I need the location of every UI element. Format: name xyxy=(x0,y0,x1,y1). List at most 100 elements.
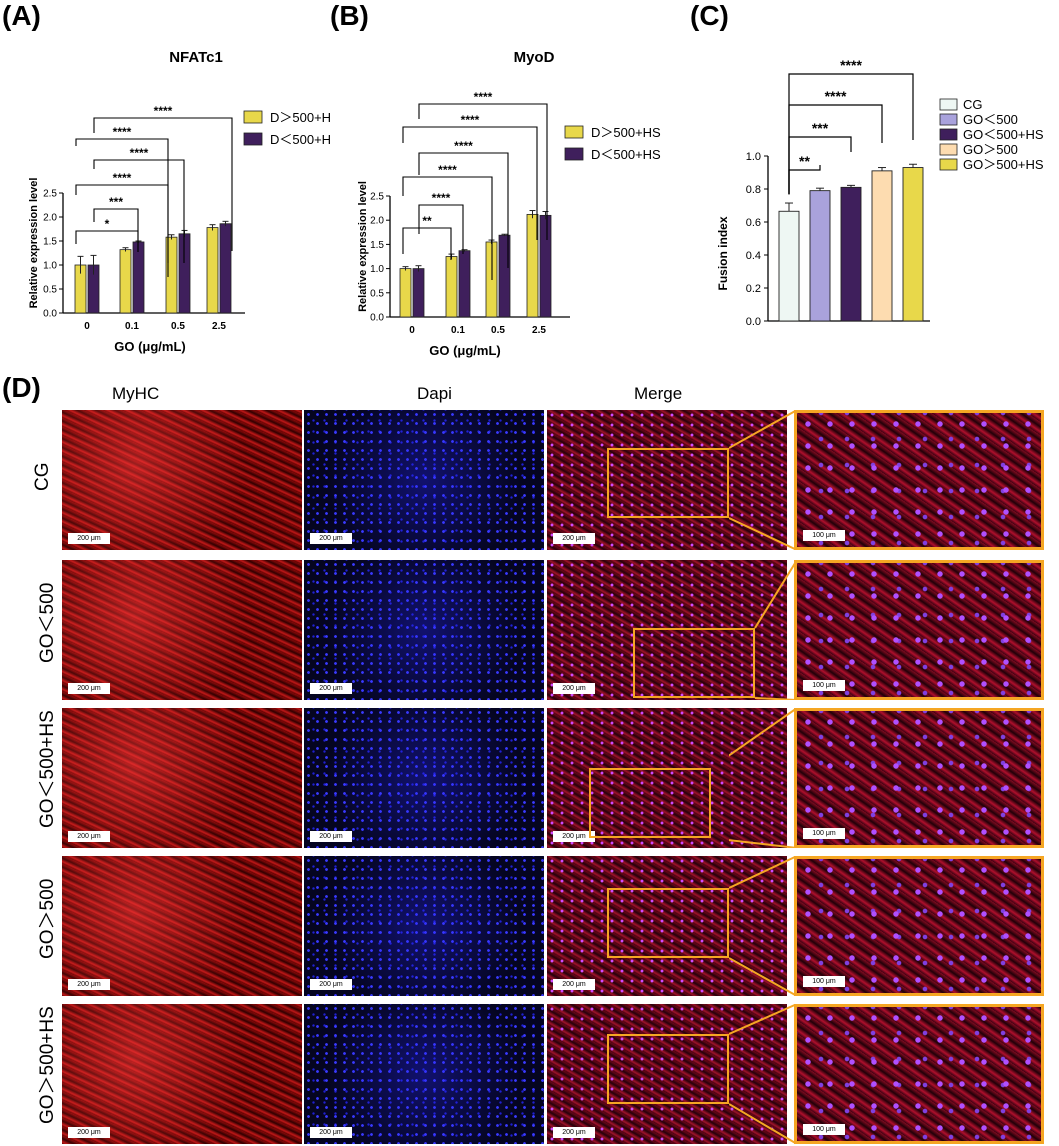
y-tick-label: 0.0 xyxy=(746,316,761,328)
scale-bar: 200 μm xyxy=(68,1127,110,1138)
x-tick-label: 0.1 xyxy=(451,325,465,336)
scale-bar: 200 μm xyxy=(553,1127,595,1138)
chart-title: MyoD xyxy=(514,49,555,66)
significance-bracket xyxy=(93,117,233,251)
micrograph-image: 200 μm xyxy=(304,410,544,550)
row-label: GO＞500 xyxy=(37,878,58,959)
significance-label: **** xyxy=(113,171,132,185)
y-tick-label: 1.0 xyxy=(370,264,384,275)
significance-label: **** xyxy=(154,104,173,118)
y-tick-label: 0.2 xyxy=(746,283,761,295)
significance-bracket xyxy=(788,165,821,195)
micrograph-image: 200 μm xyxy=(304,856,544,996)
significance-bracket xyxy=(402,227,452,260)
legend-swatch xyxy=(939,158,958,171)
panel-letter-c: (C) xyxy=(690,0,729,31)
chart-title: NFATc1 xyxy=(169,49,223,66)
scale-bar: 200 μm xyxy=(68,979,110,990)
zoom-connector xyxy=(729,1004,798,1144)
zoom-image: 100 μm xyxy=(794,410,1044,550)
significance-bracket xyxy=(93,208,139,252)
x-tick-label: 0 xyxy=(84,321,90,332)
micrograph-image: 200 μm xyxy=(547,560,787,700)
scale-bar: 200 μm xyxy=(553,683,595,694)
scale-bar: 200 μm xyxy=(553,979,595,990)
significance-bracket xyxy=(418,204,464,254)
bar xyxy=(119,249,132,314)
significance-label: **** xyxy=(825,88,847,104)
bar xyxy=(539,214,552,318)
y-tick-label: 0.4 xyxy=(746,250,761,262)
scale-bar: 200 μm xyxy=(553,533,595,544)
zoom-connector xyxy=(729,708,798,848)
y-tick-label: 1.5 xyxy=(370,240,384,251)
scale-bar: 100 μm xyxy=(803,1124,845,1135)
y-tick-label: 2.0 xyxy=(43,213,57,224)
significance-bracket xyxy=(402,176,493,280)
zoom-image: 100 μm xyxy=(794,1004,1044,1144)
significance-label: ** xyxy=(799,153,810,169)
significance-label: ** xyxy=(422,214,432,228)
x-axis-label: GO (μg/mL) xyxy=(114,339,186,354)
bar xyxy=(526,213,539,318)
legend-swatch xyxy=(564,147,584,161)
micrograph-image: 200 μm xyxy=(62,1004,302,1144)
legend-swatch xyxy=(564,125,584,139)
micrograph-row: 200 μm 200 μm 200 μm 100 μm xyxy=(62,410,1044,550)
micrograph-image: 200 μm xyxy=(304,560,544,700)
row-label: CG xyxy=(32,462,53,492)
micrograph-image: 200 μm xyxy=(62,708,302,848)
bar xyxy=(840,186,862,322)
legend-label: GO＞500+HS xyxy=(963,157,1044,172)
scale-bar: 100 μm xyxy=(803,976,845,987)
legend-swatch xyxy=(939,143,958,156)
col-label-merge: Merge xyxy=(634,384,683,403)
significance-label: **** xyxy=(130,146,149,160)
panel-letter-d: (D) xyxy=(2,372,41,403)
significance-label: **** xyxy=(113,125,132,139)
significance-label: **** xyxy=(454,139,473,153)
x-tick-label: 2.5 xyxy=(532,325,546,336)
y-axis-label: Relative expression level xyxy=(357,181,369,312)
bar xyxy=(902,167,924,322)
legend-swatch xyxy=(243,132,263,146)
legend-swatch xyxy=(939,113,958,126)
y-tick-label: 0.5 xyxy=(43,285,57,296)
significance-label: **** xyxy=(432,191,451,205)
y-tick-label: 2.5 xyxy=(43,189,57,200)
scale-bar: 100 μm xyxy=(803,828,845,839)
legend-label: D＜500+HS xyxy=(591,147,661,162)
micrograph-image: 200 μm xyxy=(62,856,302,996)
zoom-image: 100 μm xyxy=(794,708,1044,848)
y-tick-label: 2.0 xyxy=(370,216,384,227)
legend-label: D＞500+HS xyxy=(591,125,661,140)
zoom-image: 100 μm xyxy=(794,856,1044,996)
significance-bracket xyxy=(788,104,883,195)
significance-label: **** xyxy=(438,163,457,177)
zoom-region-box xyxy=(607,888,729,958)
significance-label: * xyxy=(105,217,110,231)
legend-label: CG xyxy=(963,97,983,112)
scale-bar: 200 μm xyxy=(553,831,595,842)
scale-bar: 200 μm xyxy=(310,831,352,842)
micrograph-row: 200 μm 200 μm 200 μm 100 μm xyxy=(62,1004,1044,1144)
y-axis-label: Fusion index xyxy=(716,216,730,290)
micrograph-image: 200 μm xyxy=(304,1004,544,1144)
bar xyxy=(871,170,893,322)
micrograph-image: 200 μm xyxy=(62,560,302,700)
bar xyxy=(412,268,425,318)
row-label: GO＞500+HS xyxy=(37,1005,58,1124)
x-tick-label: 2.5 xyxy=(212,321,226,332)
legend-swatch xyxy=(939,128,958,141)
bar xyxy=(132,241,145,314)
significance-label: **** xyxy=(474,90,493,104)
legend-swatch xyxy=(939,98,958,111)
scale-bar: 100 μm xyxy=(803,530,845,541)
micrograph-row: 200 μm 200 μm 200 μm 100 μm xyxy=(62,856,1044,996)
legend-label: D＜500+HS xyxy=(270,132,330,147)
legend-label: GO＜500 xyxy=(963,112,1018,127)
significance-label: *** xyxy=(109,195,123,209)
y-tick-label: 0.6 xyxy=(746,217,761,229)
